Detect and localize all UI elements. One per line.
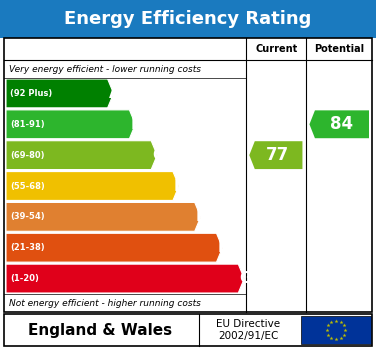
Text: 77: 77 [266, 146, 290, 164]
Polygon shape [6, 172, 179, 200]
Bar [301, 316, 371, 344]
Bar [4, 314, 372, 346]
Polygon shape [6, 233, 223, 262]
Text: (1-20): (1-20) [10, 274, 39, 283]
Text: (21-38): (21-38) [10, 243, 45, 252]
Text: D: D [174, 179, 186, 193]
Text: England & Wales: England & Wales [27, 323, 172, 338]
Polygon shape [6, 264, 244, 293]
Polygon shape [309, 110, 369, 138]
Text: (39-54): (39-54) [10, 212, 45, 221]
Text: (69-80): (69-80) [10, 151, 44, 160]
Text: (81-91): (81-91) [10, 120, 45, 129]
Polygon shape [6, 141, 157, 169]
Polygon shape [6, 79, 114, 108]
Polygon shape [249, 141, 302, 169]
Text: Energy Efficiency Rating: Energy Efficiency Rating [64, 10, 312, 28]
Text: Very energy efficient - lower running costs: Very energy efficient - lower running co… [9, 64, 201, 73]
Bar [4, 38, 372, 312]
Text: C: C [152, 148, 163, 163]
Text: EU Directive: EU Directive [216, 319, 280, 329]
Text: Potential: Potential [314, 44, 364, 54]
Polygon shape [6, 203, 201, 231]
Text: B: B [130, 117, 142, 132]
Text: (92 Plus): (92 Plus) [10, 89, 52, 98]
Text: A: A [109, 86, 120, 101]
Text: Not energy efficient - higher running costs: Not energy efficient - higher running co… [9, 299, 201, 308]
Bar [0, 0, 376, 38]
Text: Current: Current [255, 44, 297, 54]
Polygon shape [6, 110, 135, 139]
Text: 2002/91/EC: 2002/91/EC [218, 331, 278, 341]
Text: (55-68): (55-68) [10, 182, 45, 190]
Text: G: G [239, 271, 252, 286]
Text: 84: 84 [330, 115, 353, 133]
Text: E: E [196, 209, 206, 224]
Text: F: F [217, 240, 228, 255]
